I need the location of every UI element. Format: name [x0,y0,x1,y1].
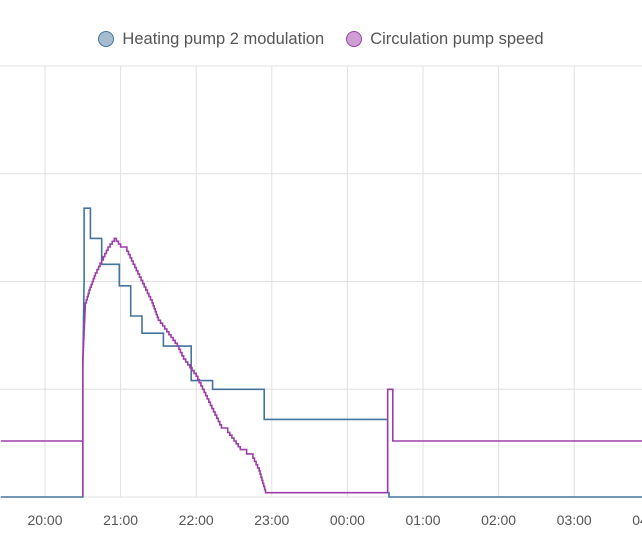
legend-swatch-icon [346,31,363,47]
x-tick-label: 02:00 [481,512,516,528]
x-tick-label: 20:00 [27,512,62,528]
legend-item-2[interactable]: Circulation pump speed [346,29,544,49]
x-tick-label: 21:00 [103,512,138,528]
x-tick-label: 01:00 [405,512,440,528]
x-tick-label: 03:00 [557,512,592,528]
series-line-1 [0,207,642,498]
x-tick-label: 04:00 [632,512,642,528]
legend-label: Circulation pump speed [370,29,544,48]
series-line-2 [0,237,642,497]
chart-legend: Heating pump 2 modulation Circulation pum… [0,26,642,52]
x-axis: 20:00 21:00 22:00 23:00 00:00 01:00 02:00 03:00… [27,512,642,528]
legend-swatch-icon [98,31,115,47]
series-layer [0,207,642,498]
x-tick-label: 23:00 [254,512,289,528]
legend-label: Heating pump 2 modulation [122,29,325,48]
grid [0,65,642,498]
x-tick-label: 22:00 [179,512,214,528]
x-tick-label: 00:00 [330,512,365,528]
legend-item-1[interactable]: Heating pump 2 modulation [98,30,324,49]
